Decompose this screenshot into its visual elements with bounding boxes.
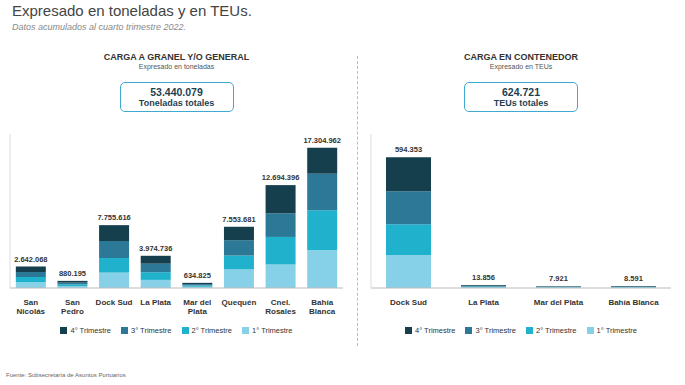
svg-text:Cnel.Rosales: Cnel.Rosales (265, 298, 296, 316)
svg-text:7.755.616: 7.755.616 (97, 213, 130, 222)
svg-text:La Plata: La Plata (468, 298, 499, 307)
html-text:Datos acumulados al cuarto tri: Datos acumulados al cuarto trimestre 202… (12, 22, 187, 32)
svg-text:634.825: 634.825 (184, 271, 211, 280)
html-text:53.440.079: 53.440.079 (150, 86, 203, 98)
svg-text:Dock Sud: Dock Sud (390, 298, 427, 307)
svg-text:Quequén: Quequén (222, 298, 257, 307)
svg-text:12.694.396: 12.694.396 (262, 173, 300, 182)
html-text:Toneladas totales: Toneladas totales (138, 98, 215, 108)
svg-text:SanPedro: SanPedro (61, 298, 84, 316)
html-text:CARGA EN CONTENEDOR: CARGA EN CONTENEDOR (463, 52, 579, 62)
html-text:1° Trimestre: 1° Trimestre (252, 326, 293, 335)
html-text:4° Trimestre: 4° Trimestre (70, 326, 111, 335)
svg-text:Mar del Plata: Mar del Plata (534, 298, 584, 307)
svg-text:Mar delPlata: Mar delPlata (183, 298, 211, 316)
svg-text:Bahía Blanca: Bahía Blanca (608, 298, 659, 307)
svg-text:594.353: 594.353 (395, 145, 422, 154)
svg-text:2.642.068: 2.642.068 (14, 255, 47, 264)
svg-text:17.304.962: 17.304.962 (303, 136, 341, 145)
html-text:Expresado en toneladas: Expresado en toneladas (138, 63, 215, 70)
svg-text:3.974.736: 3.974.736 (139, 244, 172, 253)
html-text:Fuente: Subsecretaría de Asunt: Fuente: Subsecretaría de Asuntos Portuar… (6, 372, 126, 378)
svg-text:SanNicolás: SanNicolás (17, 298, 46, 316)
svg-text:7.921: 7.921 (549, 274, 568, 283)
html-text:TEUs totales: TEUs totales (493, 98, 549, 108)
html-text:2° Trimestre: 2° Trimestre (536, 326, 577, 335)
svg-text:7.553.681: 7.553.681 (222, 215, 255, 224)
html-text:624.721: 624.721 (502, 86, 540, 98)
html-text:Expresado en toneladas y en TE: Expresado en toneladas y en TEUs. (12, 2, 252, 19)
html-text:3° Trimestre: 3° Trimestre (475, 326, 516, 335)
svg-text:880.195: 880.195 (59, 269, 86, 278)
svg-text:13.856: 13.856 (472, 273, 495, 282)
svg-text:Dock Sud: Dock Sud (96, 298, 133, 307)
html-text:2° Trimestre: 2° Trimestre (191, 326, 232, 335)
html-text:3° Trimestre: 3° Trimestre (131, 326, 172, 335)
html-text:CARGA A GRANEL Y/O GENERAL: CARGA A GRANEL Y/O GENERAL (103, 52, 250, 62)
html-text:Expresado en TEUs: Expresado en TEUs (489, 63, 553, 70)
svg-text:La Plata: La Plata (140, 298, 171, 307)
svg-text:BahíaBlanca: BahíaBlanca (309, 298, 336, 316)
html-text:1° Trimestre: 1° Trimestre (596, 326, 637, 335)
html-text:4° Trimestre: 4° Trimestre (415, 326, 456, 335)
svg-text:8.591: 8.591 (624, 274, 643, 283)
